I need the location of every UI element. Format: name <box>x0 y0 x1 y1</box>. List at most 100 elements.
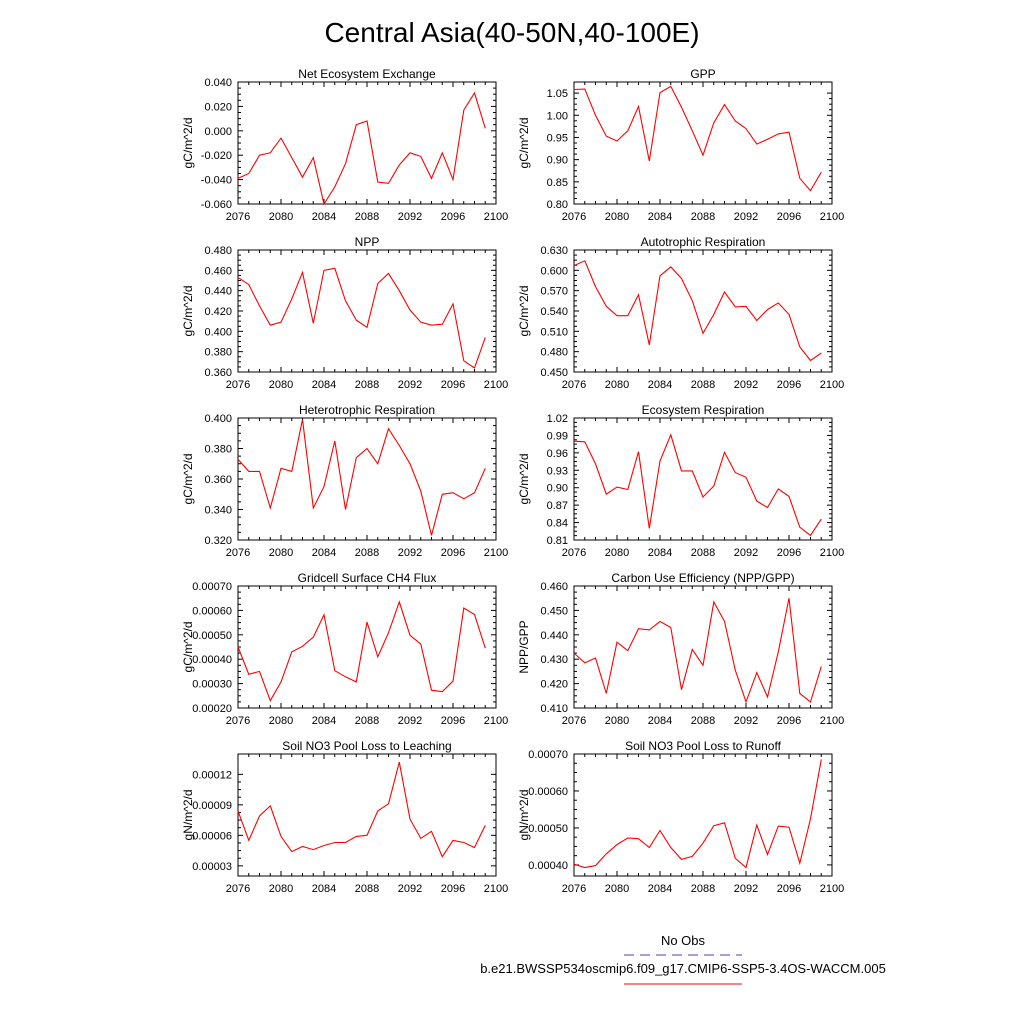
x-tick-label: 2080 <box>269 715 293 727</box>
y-tick-label: 0.80 <box>547 199 568 211</box>
x-tick-label: 2076 <box>226 547 250 559</box>
y-tick-label: 0.00040 <box>192 654 232 666</box>
x-tick-label: 2084 <box>312 715 336 727</box>
panel-title: Net Ecosystem Exchange <box>298 67 436 81</box>
y-tick-label: 0.320 <box>204 535 232 547</box>
x-tick-label: 2076 <box>226 211 250 223</box>
chart-panel: GPP gC/m^2/d 2076 2080 2084 2088 2092 2096 2100 0… <box>517 67 844 223</box>
y-tick-label: 0.00009 <box>192 800 232 812</box>
plot-frame <box>237 249 497 373</box>
y-tick-label: 0.00050 <box>528 823 568 835</box>
x-tick-label: 2096 <box>441 211 465 223</box>
x-tick-label: 2088 <box>691 379 715 391</box>
x-tick-label: 2076 <box>226 715 250 727</box>
y-axis-label: gC/m^2/d <box>181 454 195 505</box>
x-tick-label: 2084 <box>648 883 672 895</box>
panel-title: Soil NO3 Pool Loss to Runoff <box>625 739 782 753</box>
plot-frame <box>573 753 833 877</box>
x-tick-label: 2088 <box>355 211 379 223</box>
x-tick-label: 2100 <box>484 211 508 223</box>
y-tick-label: 1.05 <box>547 88 568 100</box>
panel-title: Carbon Use Efficiency (NPP/GPP) <box>611 571 794 585</box>
y-tick-label: 0.600 <box>540 265 568 277</box>
x-tick-label: 2100 <box>820 547 844 559</box>
x-tick-label: 2092 <box>734 547 758 559</box>
y-tick-label: 0.00012 <box>192 769 232 781</box>
panel-title: NPP <box>355 235 380 249</box>
y-tick-label: 0.340 <box>204 505 232 517</box>
chart-panel: Carbon Use Efficiency (NPP/GPP) NPP/GPP 20… <box>517 571 844 727</box>
y-axis-label: gC/m^2/d <box>181 118 195 169</box>
x-tick-label: 2088 <box>691 883 715 895</box>
y-tick-label: 0.000 <box>204 126 232 138</box>
chart-panel: Net Ecosystem Exchange gC/m^2/d 2076 2080 20… <box>181 67 508 223</box>
x-tick-label: 2096 <box>777 883 801 895</box>
y-tick-label: 0.00040 <box>528 860 568 872</box>
y-tick-label: 0.00060 <box>528 786 568 798</box>
y-tick-label: 0.84 <box>547 518 568 530</box>
y-tick-label: 0.95 <box>547 132 568 144</box>
x-tick-label: 2088 <box>355 547 379 559</box>
y-tick-label: 0.90 <box>547 483 568 495</box>
y-tick-label: 0.480 <box>204 245 232 257</box>
panel-title: Soil NO3 Pool Loss to Leaching <box>282 739 451 753</box>
x-tick-label: 2096 <box>441 379 465 391</box>
x-tick-label: 2088 <box>691 211 715 223</box>
y-tick-label: 0.99 <box>547 430 568 442</box>
y-tick-label: 1.00 <box>547 110 568 122</box>
y-axis-label: gN/m^2/d <box>181 790 195 841</box>
y-tick-label: 0.00003 <box>192 861 232 873</box>
series-line <box>573 598 822 704</box>
y-tick-label: 0.510 <box>540 326 568 338</box>
plot-frame <box>237 753 497 877</box>
x-tick-label: 2084 <box>648 211 672 223</box>
chart-panel: Soil NO3 Pool Loss to Runoff gN/m^2/d 2076… <box>517 739 844 895</box>
y-tick-label: 0.00030 <box>192 679 232 691</box>
y-tick-label: 0.00020 <box>192 703 232 715</box>
x-tick-label: 2080 <box>269 379 293 391</box>
y-tick-label: 0.90 <box>547 155 568 167</box>
y-tick-label: -0.060 <box>201 199 232 211</box>
x-tick-label: 2076 <box>226 883 250 895</box>
y-tick-label: 0.570 <box>540 286 568 298</box>
y-tick-label: 0.480 <box>540 347 568 359</box>
x-tick-label: 2092 <box>734 211 758 223</box>
x-tick-label: 2092 <box>734 715 758 727</box>
chart-panel: Soil NO3 Pool Loss to Leaching gN/m^2/d 20… <box>181 739 508 895</box>
y-tick-label: 0.400 <box>204 413 232 425</box>
y-tick-label: 0.00050 <box>192 630 232 642</box>
y-tick-label: 0.430 <box>540 654 568 666</box>
y-tick-label: 0.460 <box>204 265 232 277</box>
x-tick-label: 2100 <box>484 547 508 559</box>
x-tick-label: 2100 <box>820 715 844 727</box>
x-tick-label: 2088 <box>355 883 379 895</box>
chart-panel: Gridcell Surface CH4 Flux gC/m^2/d 2076 208… <box>181 571 508 727</box>
y-tick-label: 0.420 <box>540 679 568 691</box>
y-tick-label: 0.630 <box>540 245 568 257</box>
y-axis-label: gC/m^2/d <box>517 118 531 169</box>
y-tick-label: 0.410 <box>540 703 568 715</box>
y-tick-label: 0.450 <box>540 605 568 617</box>
legend: No Obs b.e21.BWSSP534oscmip6.f09_g17.CMI… <box>480 933 886 985</box>
plot-frame <box>573 417 833 541</box>
legend-label-obs: No Obs <box>661 933 706 948</box>
x-tick-label: 2076 <box>562 715 586 727</box>
y-tick-label: 0.400 <box>204 326 232 338</box>
y-tick-label: 0.020 <box>204 101 232 113</box>
x-tick-label: 2088 <box>691 547 715 559</box>
y-tick-label: 0.380 <box>204 444 232 456</box>
x-tick-label: 2096 <box>777 715 801 727</box>
x-tick-label: 2092 <box>734 379 758 391</box>
y-tick-label: 0.420 <box>204 306 232 318</box>
y-tick-label: 0.440 <box>540 630 568 642</box>
x-tick-label: 2088 <box>355 715 379 727</box>
y-tick-label: 0.380 <box>204 347 232 359</box>
panel-title: Autotrophic Respiration <box>641 235 766 249</box>
plot-frame <box>237 417 497 541</box>
series-line <box>573 433 822 537</box>
y-axis-label: gC/m^2/d <box>181 622 195 673</box>
panel-title: Heterotrophic Respiration <box>299 403 435 417</box>
y-axis-label: NPP/GPP <box>517 620 531 673</box>
series-line <box>237 761 486 858</box>
x-tick-label: 2080 <box>269 211 293 223</box>
